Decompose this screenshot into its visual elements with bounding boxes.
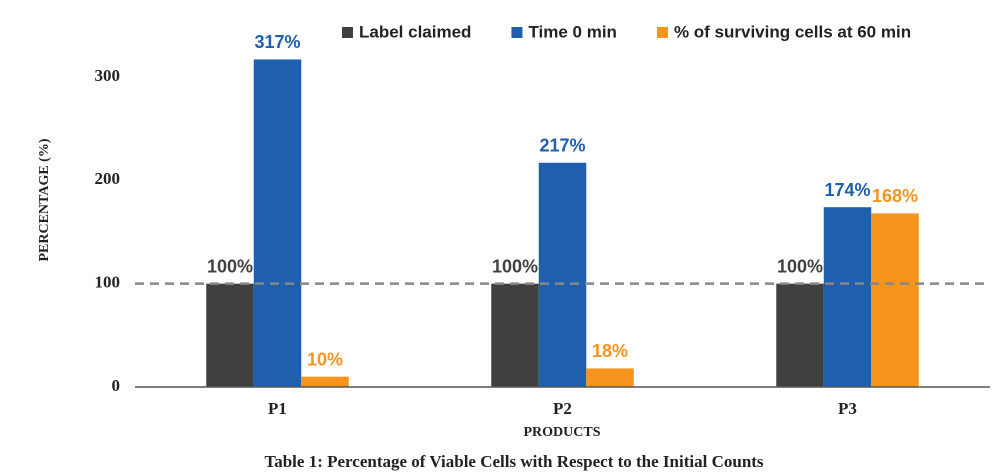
- value-label: 100%: [492, 256, 538, 276]
- x-axis-label: PRODUCTS: [523, 425, 600, 440]
- y-tick-label: 300: [95, 66, 121, 85]
- x-tick-label: P3: [838, 399, 857, 418]
- bar: [301, 376, 349, 387]
- legend-swatch: [656, 27, 668, 38]
- legend-swatch: [511, 27, 523, 38]
- legend-swatch: [342, 27, 353, 38]
- y-axis-label: PERCENTAGE (%): [37, 138, 52, 261]
- x-tick-label: P2: [553, 399, 572, 418]
- bar: [871, 213, 919, 387]
- value-label: 100%: [207, 256, 253, 276]
- value-label: 18%: [592, 341, 628, 361]
- value-label: 174%: [824, 180, 870, 200]
- value-label: 100%: [777, 256, 823, 276]
- bar: [253, 59, 302, 387]
- value-label: 317%: [254, 32, 300, 52]
- value-label: 217%: [539, 136, 585, 156]
- y-tick-label: 0: [112, 376, 121, 395]
- bar: [586, 368, 634, 387]
- y-tick-label: 100: [95, 273, 121, 292]
- bar: [206, 283, 254, 387]
- value-label: 10%: [307, 349, 343, 369]
- legend-label: Label claimed: [359, 22, 471, 41]
- chart-title: Table 1: Percentage of Viable Cells with…: [264, 452, 763, 471]
- legend-label: Time 0 min: [528, 22, 617, 41]
- value-label: 168%: [872, 186, 918, 206]
- bar: [776, 283, 824, 387]
- bar: [491, 283, 539, 387]
- x-tick-label: P1: [268, 399, 287, 418]
- legend-label: % of surviving cells at 60 min: [674, 22, 911, 41]
- bar: [823, 207, 872, 387]
- y-tick-label: 200: [95, 169, 121, 188]
- bar: [538, 162, 587, 387]
